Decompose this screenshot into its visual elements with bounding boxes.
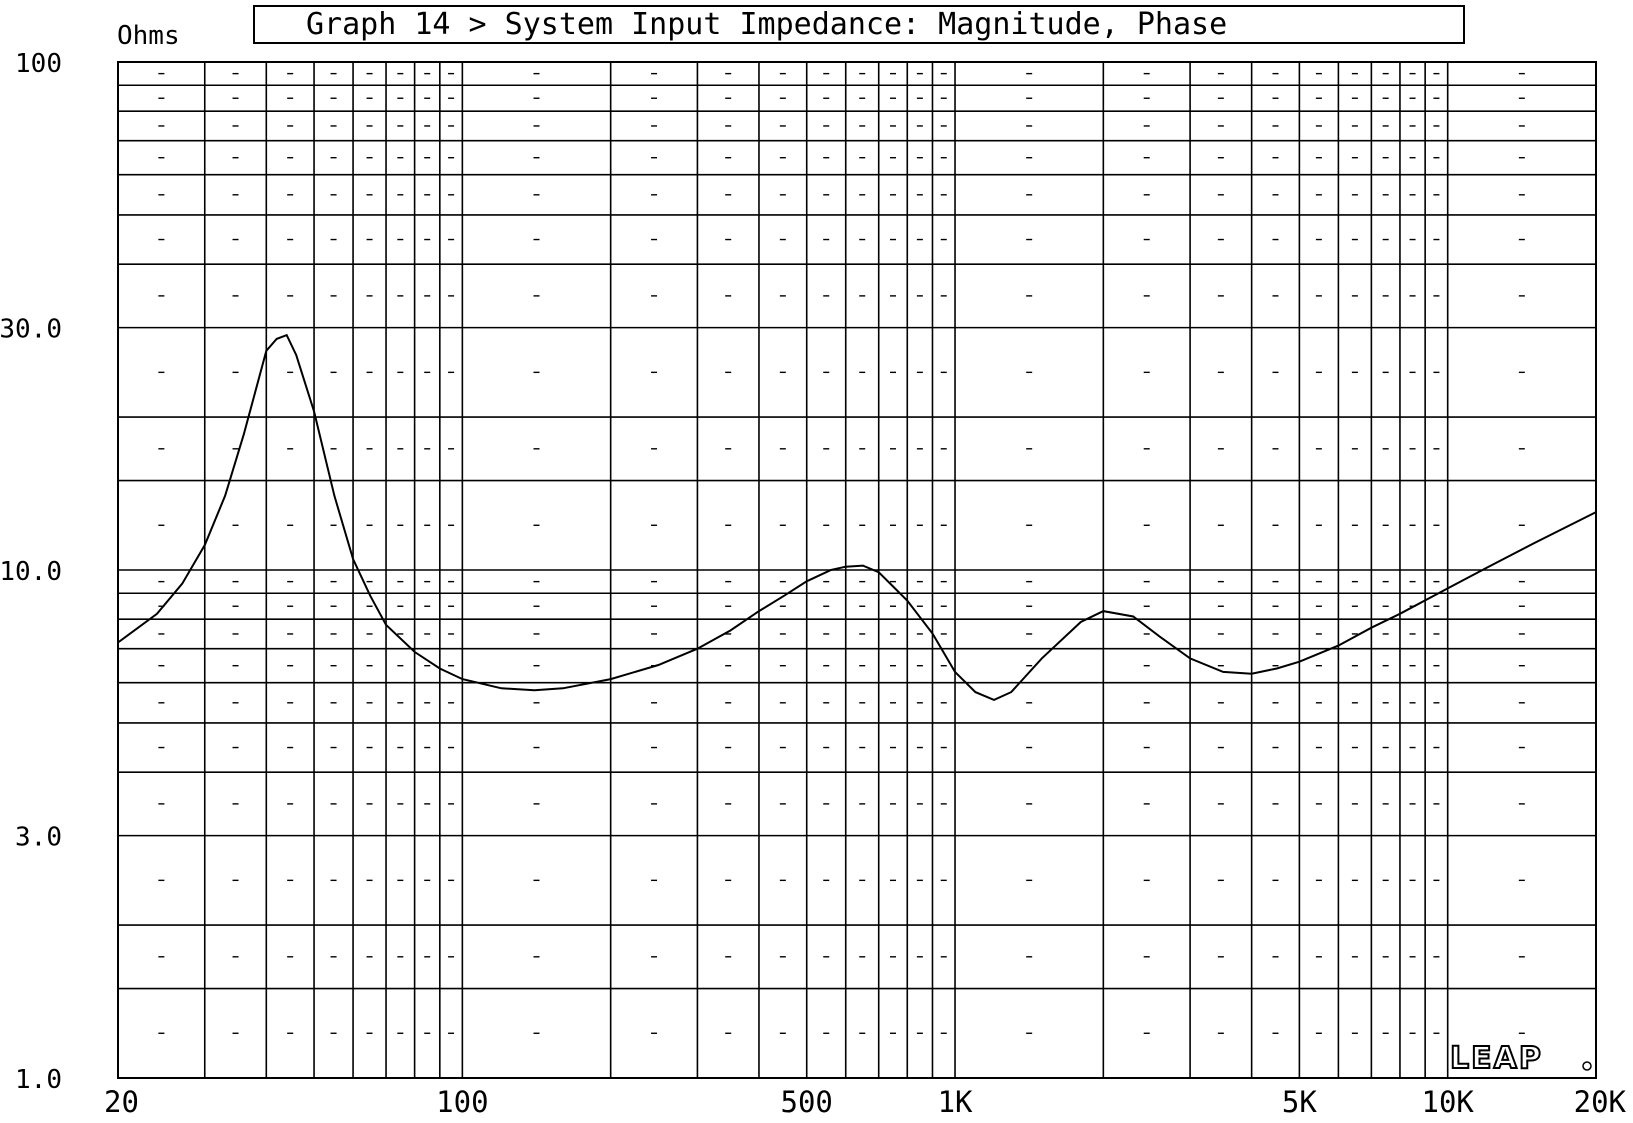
- y-axis-label: Ohms: [117, 21, 180, 51]
- y-tick-label: 1.0: [15, 1065, 62, 1095]
- grid-lines: [118, 62, 1596, 1078]
- x-tick-labels: 20 100 500 1K 5K 10K 20K: [104, 1085, 1627, 1119]
- y-tick-label: 10.0: [0, 557, 62, 587]
- x-tick-label: 100: [436, 1085, 488, 1119]
- y-tick-label: 3.0: [15, 823, 62, 853]
- y-tick-label: 30.0: [0, 315, 62, 345]
- y-tick-labels: 100 30.0 10.0 3.0 1.0: [0, 49, 62, 1095]
- x-tick-label: 10K: [1421, 1085, 1474, 1119]
- x-tick-label: 20: [104, 1085, 139, 1119]
- plot-frame: [117, 61, 1597, 1079]
- registered-mark-icon: [1582, 1061, 1592, 1071]
- svg-text:LEAP: LEAP: [1450, 1041, 1543, 1076]
- chart-title: Graph 14 > System Input Impedance: Magni…: [306, 7, 1227, 42]
- leap-logo: LEAP: [1449, 1040, 1592, 1077]
- x-tick-label: 5K: [1282, 1085, 1317, 1119]
- impedance-magnitude-line: [117, 333, 1597, 701]
- grid-dash-marks: [158, 72, 1525, 1034]
- x-tick-label: 500: [781, 1085, 833, 1119]
- y-tick-label: 100: [15, 49, 62, 79]
- x-tick-label: 20K: [1574, 1085, 1627, 1119]
- title-box: [253, 5, 1465, 44]
- x-tick-label: 1K: [938, 1085, 973, 1119]
